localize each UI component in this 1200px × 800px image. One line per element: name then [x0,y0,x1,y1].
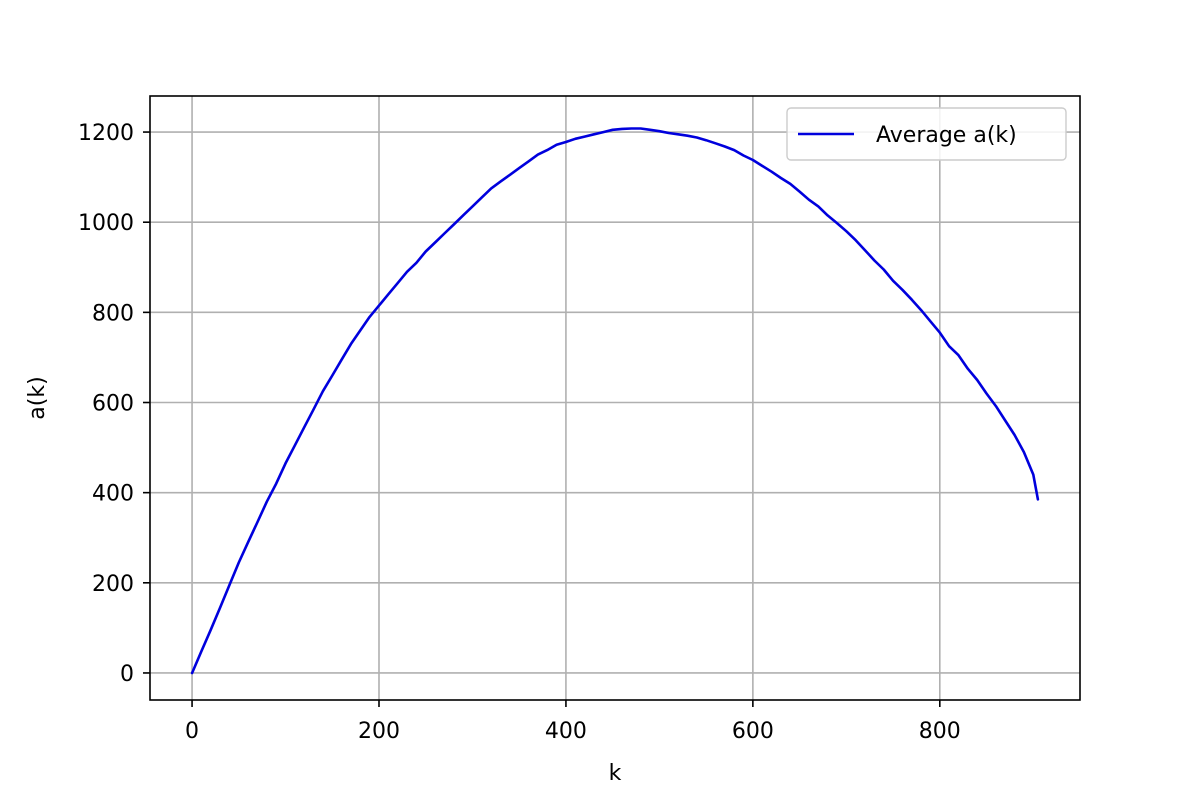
y-tick-label: 1000 [78,211,134,236]
y-tick-label: 200 [92,572,134,597]
x-tick-label: 0 [185,719,199,744]
x-tick-label: 200 [358,719,400,744]
y-axis-label: a(k) [25,376,50,419]
legend-entry-average-a-k: Average a(k) [876,123,1017,148]
legend: Average a(k) [786,107,1067,161]
axis-ticks: 0 200 400 600 800 0 200 400 600 800 1000 1200 [78,121,961,744]
grid-lines [150,96,1080,700]
y-tick-label: 1200 [78,121,134,146]
x-tick-label: 600 [732,719,774,744]
x-tick-label: 400 [545,719,587,744]
plot-area-frame [149,95,1081,701]
y-tick-label: 600 [92,392,134,417]
legend-box [786,107,1067,161]
x-axis-label: k [609,761,622,786]
y-tick-label: 0 [120,662,134,687]
series-line-average-a-k [190,127,1040,675]
y-tick-label: 400 [92,482,134,507]
y-tick-label: 800 [92,301,134,326]
x-tick-label: 800 [919,719,961,744]
